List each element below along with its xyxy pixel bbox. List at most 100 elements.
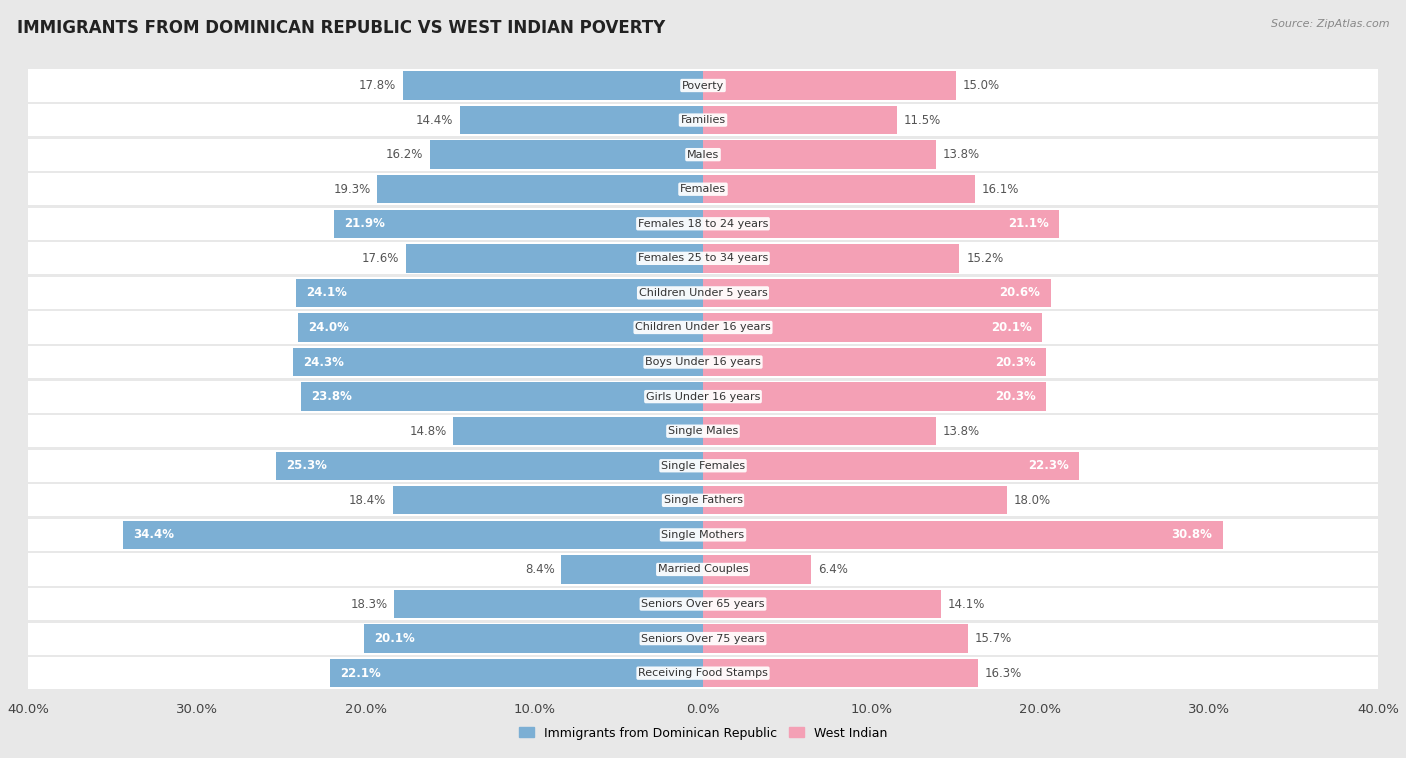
Text: 14.8%: 14.8% [409,424,447,437]
Text: 20.1%: 20.1% [374,632,415,645]
Bar [703,106,897,134]
Text: 13.8%: 13.8% [942,424,980,437]
Bar [28,277,1378,309]
Text: 25.3%: 25.3% [287,459,328,472]
Bar [703,140,936,169]
Text: 6.4%: 6.4% [818,563,848,576]
Bar [276,452,703,480]
Text: Females 25 to 34 years: Females 25 to 34 years [638,253,768,263]
Text: Families: Families [681,115,725,125]
Text: Single Mothers: Single Mothers [661,530,745,540]
Bar [460,106,703,134]
Bar [28,415,1378,447]
Text: 8.4%: 8.4% [524,563,554,576]
Text: 15.0%: 15.0% [963,79,1000,92]
Text: 30.8%: 30.8% [1171,528,1212,541]
Text: 20.3%: 20.3% [994,356,1035,368]
Text: 15.2%: 15.2% [966,252,1004,265]
Bar [703,452,1080,480]
Bar [703,659,979,688]
Bar [703,348,1046,376]
Bar [703,417,936,446]
Text: Males: Males [688,149,718,160]
Text: Children Under 5 years: Children Under 5 years [638,288,768,298]
Bar [561,556,703,584]
Text: 22.3%: 22.3% [1028,459,1069,472]
Text: Boys Under 16 years: Boys Under 16 years [645,357,761,367]
Bar [703,625,967,653]
Text: 11.5%: 11.5% [904,114,941,127]
Bar [28,518,1378,551]
Text: Single Males: Single Males [668,426,738,436]
Bar [28,208,1378,240]
Text: 20.3%: 20.3% [994,390,1035,403]
Bar [453,417,703,446]
Text: Single Fathers: Single Fathers [664,495,742,506]
Text: 24.0%: 24.0% [308,321,349,334]
Bar [394,590,703,619]
Text: Married Couples: Married Couples [658,565,748,575]
Bar [703,521,1223,549]
Bar [28,553,1378,585]
Text: Receiving Food Stamps: Receiving Food Stamps [638,668,768,678]
Text: 18.3%: 18.3% [350,597,388,610]
Bar [703,279,1050,307]
Bar [406,244,703,273]
Text: IMMIGRANTS FROM DOMINICAN REPUBLIC VS WEST INDIAN POVERTY: IMMIGRANTS FROM DOMINICAN REPUBLIC VS WE… [17,19,665,37]
Text: Source: ZipAtlas.com: Source: ZipAtlas.com [1271,19,1389,29]
Bar [402,71,703,100]
Bar [703,590,941,619]
Text: 21.9%: 21.9% [343,218,384,230]
Text: Seniors Over 65 years: Seniors Over 65 years [641,599,765,609]
Bar [703,244,959,273]
Text: Poverty: Poverty [682,80,724,90]
Text: Single Females: Single Females [661,461,745,471]
Text: Females 18 to 24 years: Females 18 to 24 years [638,219,768,229]
Bar [703,210,1059,238]
Text: 16.3%: 16.3% [984,667,1022,680]
Text: 20.1%: 20.1% [991,321,1032,334]
Bar [703,175,974,203]
Text: Children Under 16 years: Children Under 16 years [636,322,770,333]
Bar [28,173,1378,205]
Text: 18.4%: 18.4% [349,493,385,507]
Text: 15.7%: 15.7% [974,632,1012,645]
Text: Seniors Over 75 years: Seniors Over 75 years [641,634,765,644]
Text: 19.3%: 19.3% [333,183,371,196]
Bar [28,139,1378,171]
Text: 14.4%: 14.4% [416,114,453,127]
Bar [298,313,703,342]
Bar [28,588,1378,620]
Bar [28,243,1378,274]
Text: 23.8%: 23.8% [312,390,353,403]
Text: 22.1%: 22.1% [340,667,381,680]
Text: 18.0%: 18.0% [1014,493,1050,507]
Bar [377,175,703,203]
Bar [430,140,703,169]
Bar [28,70,1378,102]
Text: 16.1%: 16.1% [981,183,1019,196]
Bar [703,71,956,100]
Text: Females: Females [681,184,725,194]
Bar [28,449,1378,482]
Bar [28,622,1378,655]
Text: Girls Under 16 years: Girls Under 16 years [645,392,761,402]
Bar [392,486,703,515]
Text: 20.6%: 20.6% [1000,287,1040,299]
Bar [292,348,703,376]
Bar [703,556,811,584]
Bar [703,313,1042,342]
Bar [333,210,703,238]
Text: 21.1%: 21.1% [1008,218,1049,230]
Text: 24.1%: 24.1% [307,287,347,299]
Text: 14.1%: 14.1% [948,597,986,610]
Bar [703,383,1046,411]
Bar [28,346,1378,378]
Bar [122,521,703,549]
Text: 24.3%: 24.3% [304,356,344,368]
Text: 17.6%: 17.6% [361,252,399,265]
Bar [28,104,1378,136]
Text: 17.8%: 17.8% [359,79,396,92]
Bar [28,312,1378,343]
Text: 13.8%: 13.8% [942,148,980,161]
